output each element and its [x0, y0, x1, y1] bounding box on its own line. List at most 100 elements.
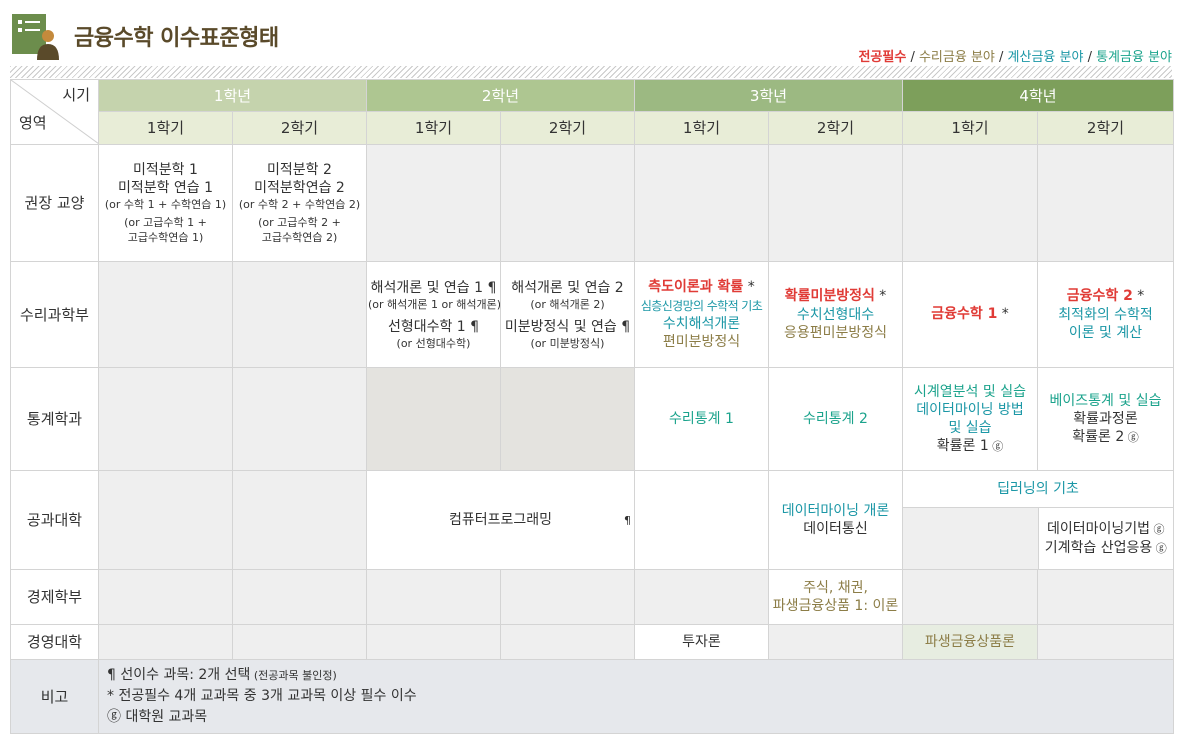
- empty-cell: [232, 624, 367, 660]
- course-cell: 컴퓨터프로그래밍 ¶: [366, 470, 635, 570]
- semester: 2학기: [1037, 111, 1174, 145]
- remark-graduate: ⓖ 대학원 교과목: [107, 709, 208, 725]
- course-alt: (or 고급수학 1 +: [124, 216, 207, 229]
- year-4: 4학년: [902, 79, 1174, 112]
- course-alt: (or 미분방정식): [530, 336, 605, 350]
- course-required: 금융수학 1: [931, 306, 998, 322]
- remarks: ¶ 선이수 과목: 2개 선택 (전공과목 불인정) * 전공필수 4개 교과목…: [98, 659, 1174, 734]
- empty-cell: [98, 569, 233, 625]
- page-title: 금융수학 이수표준형태: [74, 26, 279, 51]
- empty-cell: [500, 144, 635, 262]
- empty-cell: [1037, 569, 1174, 625]
- row-label-math: 수리과학부: [10, 261, 99, 368]
- course-math: 파생금융상품론: [924, 634, 1016, 650]
- required-mark: *: [874, 288, 887, 304]
- empty-cell: [500, 367, 635, 471]
- course-comp: 데이터마이닝 방법: [916, 401, 1024, 418]
- empty-cell: [98, 470, 233, 570]
- corner-cell: 시기 영역: [10, 79, 99, 145]
- course-math: 편미분방정식: [662, 334, 741, 350]
- course-comp: 수치해석개론: [662, 316, 741, 332]
- course-cell: 금융수학 2 * 최적화의 수학적 이론 및 계산: [1037, 261, 1174, 368]
- row-label-econ: 경제학부: [10, 569, 99, 625]
- course-required: 확률미분방정식: [784, 288, 875, 304]
- empty-cell: [902, 569, 1038, 625]
- course: 투자론: [682, 634, 721, 650]
- course-cell: 수리통계 1: [634, 367, 769, 471]
- course-cell: 수리통계 2: [768, 367, 903, 471]
- legend-comp: 계산금융 분야: [1007, 50, 1084, 65]
- empty-cell: [902, 144, 1038, 262]
- semester: 1학기: [634, 111, 769, 145]
- legend-sep: /: [906, 50, 919, 65]
- course: 확률론 2: [1072, 428, 1125, 445]
- empty-cell: [232, 261, 367, 368]
- remark-prereq: ¶ 선이수 과목: 2개 선택: [107, 667, 251, 683]
- course: 미적분학 연습 1: [117, 180, 214, 196]
- course-cell: 금융수학 1 *: [902, 261, 1038, 368]
- empty-cell: [768, 624, 903, 660]
- year-1: 1학년: [98, 79, 367, 112]
- empty-cell: [366, 569, 501, 625]
- required-mark: *: [997, 306, 1009, 322]
- course-alt: (or 해석개론 2): [530, 297, 605, 311]
- course: 미적분학연습 2: [254, 180, 345, 196]
- empty-cell: [768, 144, 903, 262]
- course-stat: 수리통계 1: [669, 411, 734, 427]
- course-comp: 및 실습: [948, 419, 992, 436]
- course-math: 주식, 채권,: [803, 580, 868, 596]
- course: 미적분학 1: [133, 162, 198, 178]
- remark-prereq-note: (전공과목 불인정): [250, 669, 337, 682]
- course-comp: 심층신경망의 수학적 기초: [640, 299, 763, 313]
- empty-cell: [366, 144, 501, 262]
- semester: 2학기: [500, 111, 635, 145]
- course-comp: 딥러닝의 기초: [903, 472, 1173, 508]
- empty-cell: [232, 569, 367, 625]
- required-mark: *: [743, 279, 755, 295]
- empty-cell: [1037, 144, 1174, 262]
- legend-stat: 통계금융 분야: [1096, 50, 1172, 65]
- course-cell: 파생금융상품론: [902, 624, 1038, 660]
- page-header: 금융수학 이수표준형태 전공필수 / 수리금융 분야 / 계산금융 분야 / 통…: [10, 10, 1172, 66]
- course-cell: 데이터마이닝기법 ⓖ 기계학습 산업응용 ⓖ: [1039, 508, 1173, 569]
- year-3: 3학년: [634, 79, 903, 112]
- course-cell: 해석개론 및 연습 1 ¶ (or 해석개론 1 or 해석개론) 선형대수학 …: [366, 261, 501, 368]
- course-required: 금융수학 2: [1066, 288, 1133, 304]
- course: 확률론 1: [936, 437, 989, 454]
- course: 데이터마이닝기법: [1046, 520, 1151, 537]
- empty-cell: [634, 144, 769, 262]
- course: 컴퓨터프로그래밍: [448, 512, 553, 528]
- empty-cell: [634, 569, 769, 625]
- empty-cell: [634, 470, 769, 570]
- diagonal-line: [11, 80, 98, 144]
- empty-cell: [232, 367, 367, 471]
- required-mark: *: [1132, 288, 1145, 304]
- row-label-eng: 공과대학: [10, 470, 99, 570]
- course-alt: (or 수학 2 + 수학연습 2): [238, 198, 361, 211]
- course-required: 측도이론과 확률: [648, 279, 744, 295]
- course: 미적분학 2: [267, 162, 332, 178]
- course-cell: 데이터마이닝 개론 데이터통신: [768, 470, 903, 570]
- empty-cell: [232, 470, 367, 570]
- course-cell: 시계열분석 및 실습 데이터마이닝 방법 및 실습 확률론 1 ⓖ: [902, 367, 1038, 471]
- empty-cell: [1037, 624, 1174, 660]
- course-cell: 베이즈통계 및 실습 확률과정론 확률론 2 ⓖ: [1037, 367, 1174, 471]
- empty-cell: [366, 367, 501, 471]
- course-alt: 고급수학연습 1): [127, 231, 204, 244]
- divider-stripe: [10, 66, 1172, 78]
- empty-cell: [98, 261, 233, 368]
- course-stat: 수리통계 2: [803, 411, 868, 427]
- legend-math: 수리금융 분야: [918, 50, 995, 65]
- course-cell: 주식, 채권, 파생금융상품 1: 이론: [768, 569, 903, 625]
- semester: 1학기: [366, 111, 501, 145]
- course-cell-split: 딥러닝의 기초 데이터마이닝기법 ⓖ 기계학습 산업응용 ⓖ: [902, 470, 1174, 570]
- empty-cell: [500, 624, 635, 660]
- semester: 2학기: [232, 111, 367, 145]
- legend-sep: /: [1083, 50, 1097, 65]
- legend-required: 전공필수: [858, 50, 907, 65]
- course-alt: (or 수학 1 + 수학연습 1): [104, 198, 227, 211]
- course-alt: (or 해석개론 1 or 해석개론): [368, 297, 501, 311]
- legend: 전공필수 / 수리금융 분야 / 계산금융 분야 / 통계금융 분야: [858, 46, 1172, 65]
- split-row: 데이터마이닝기법 ⓖ 기계학습 산업응용 ⓖ: [903, 508, 1173, 569]
- prereq-mark: ¶: [624, 514, 631, 527]
